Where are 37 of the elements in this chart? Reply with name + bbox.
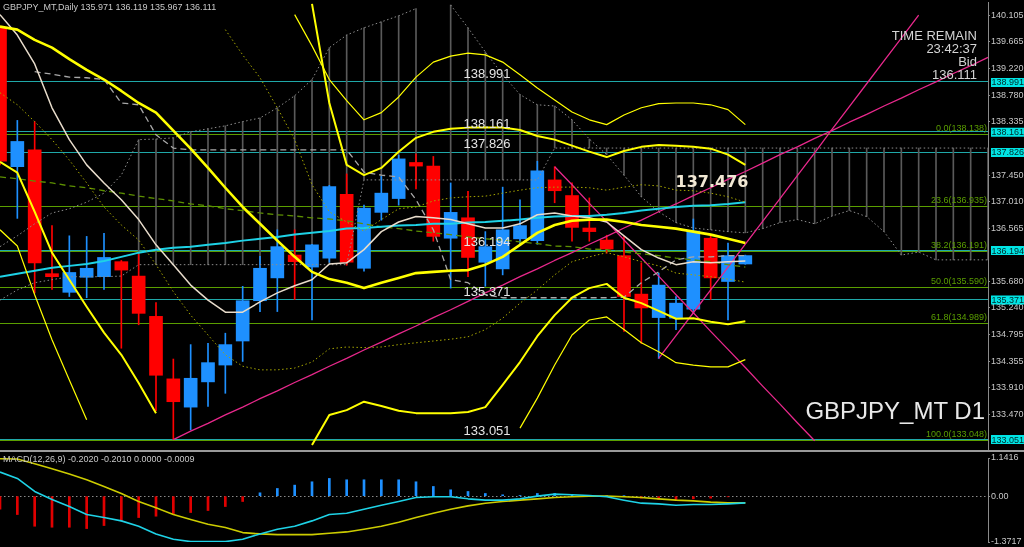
text: 136.194 — [991, 245, 1024, 256]
ref-line-label: 38.2(136.191) — [930, 239, 987, 250]
y-tick-label: 139.220 — [991, 63, 1024, 74]
ref-line-label: 61.8(134.989) — [930, 312, 987, 323]
y-tick-label: 138.780 — [991, 89, 1024, 100]
text: 138.161 — [991, 127, 1024, 138]
y-tick-label: 133.470 — [991, 408, 1024, 419]
text: 138.991 — [991, 77, 1024, 88]
y-tick-label: 138.335 — [991, 116, 1024, 127]
ref-line-label: 133.051 — [463, 423, 511, 439]
ref-line-label: 136.194 — [463, 234, 511, 250]
y-tick-label: -1.3717 — [991, 536, 1022, 547]
y-tick-label: 0.00 — [991, 490, 1009, 501]
annotation: GBPJPY_MT D1 — [805, 396, 985, 424]
ref-line-label: 138.991 — [463, 66, 511, 82]
chart-title: MACD(12,26,9) -0.2020 -0.2010 0.0000 -0.0009 — [3, 453, 195, 464]
text: 137.826 — [991, 147, 1024, 158]
y-tick-label: 134.795 — [991, 329, 1024, 340]
chart-title: GBPJPY_MT,Daily 135.971 136.119 135.967 136.111 — [3, 1, 217, 12]
ref-line-label: 100.0(133.048) — [925, 428, 987, 439]
y-tick-label: 1.1416 — [991, 452, 1019, 463]
text: 135.371 — [991, 295, 1024, 306]
ref-line-label: 50.0(135.590) — [930, 275, 987, 286]
ref-line-label: 23.6(136.935) — [930, 195, 987, 206]
y-tick-label: 134.355 — [991, 355, 1024, 366]
text: 133.051 — [991, 434, 1024, 445]
annotation: 23:42:37 — [926, 40, 977, 56]
y-tick-label: 137.450 — [991, 169, 1024, 180]
y-tick-label: 139.665 — [991, 36, 1024, 47]
y-tick-label: 136.565 — [991, 222, 1024, 233]
y-tick-label: 135.680 — [991, 275, 1024, 286]
ref-line-label: 0.0(138.138) — [935, 122, 987, 133]
y-tick-label: 137.010 — [991, 196, 1024, 207]
ref-line-label: 137.826 — [463, 136, 511, 152]
y-tick-label: 140.105 — [991, 10, 1024, 21]
annotation: Bid — [958, 53, 977, 69]
y-tick-label: 133.910 — [991, 382, 1024, 393]
